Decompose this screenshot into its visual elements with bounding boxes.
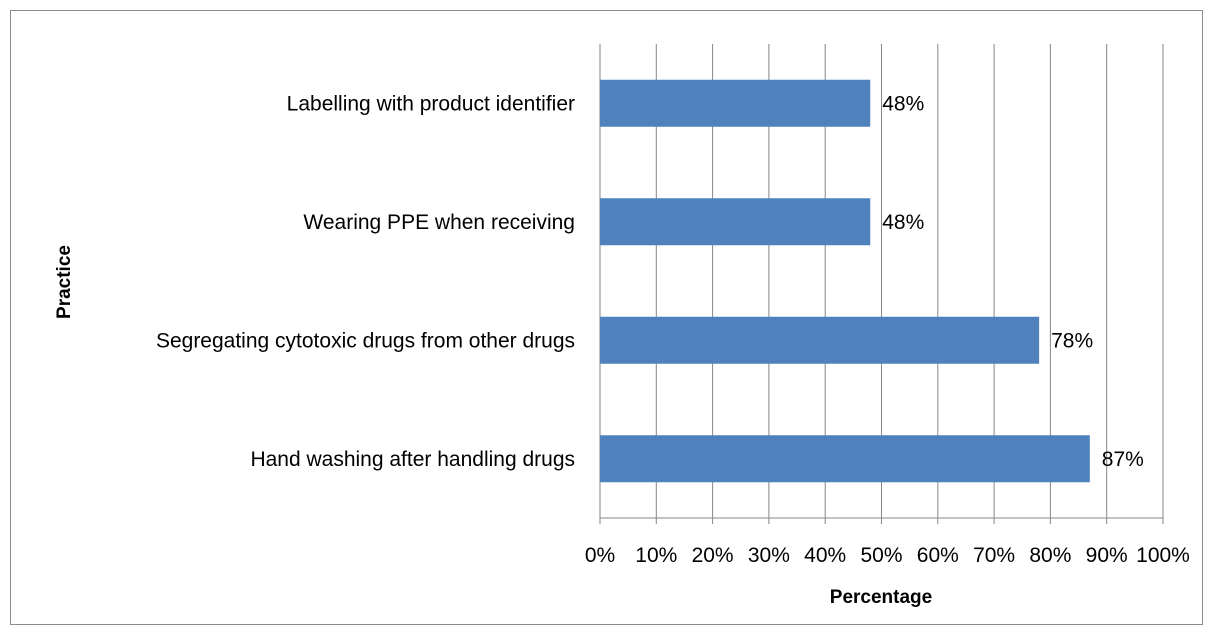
x-tick-label: 30% xyxy=(748,544,790,567)
x-tick-label: 10% xyxy=(635,544,677,567)
data-labels: 48% 48% 78% 87% xyxy=(882,92,1144,471)
y-axis-title: Practice xyxy=(54,245,75,319)
x-tick-label: 80% xyxy=(1029,544,1071,567)
x-tick-label: 50% xyxy=(860,544,902,567)
data-label: 78% xyxy=(1051,329,1093,352)
data-label: 48% xyxy=(882,92,924,115)
category-labels: Labelling with product identifier Wearing… xyxy=(156,92,575,471)
data-label: 48% xyxy=(882,211,924,234)
category-label: Segregating cytotoxic drugs from other d… xyxy=(156,329,575,352)
axis xyxy=(599,517,1164,524)
category-label: Hand washing after handling drugs xyxy=(250,448,575,471)
bars xyxy=(600,79,1090,483)
tick-labels: 0% 10% 20% 30% 40% 50% 60% 70% 80% 90% 100% xyxy=(585,544,1190,567)
bar xyxy=(600,435,1090,483)
x-tick-label: 100% xyxy=(1136,544,1190,567)
x-tick-label: 20% xyxy=(692,544,734,567)
category-label: Wearing PPE when receiving xyxy=(303,211,575,234)
x-tick-label: 60% xyxy=(917,544,959,567)
data-label: 87% xyxy=(1102,448,1144,471)
x-axis-title: Percentage xyxy=(830,587,932,608)
x-tick-label: 90% xyxy=(1086,544,1128,567)
x-tick-label: 70% xyxy=(973,544,1015,567)
x-tick-label: 40% xyxy=(804,544,846,567)
bar xyxy=(600,198,871,246)
bar xyxy=(600,79,871,127)
x-tick-label: 0% xyxy=(585,544,615,567)
bar xyxy=(600,316,1040,364)
category-label: Labelling with product identifier xyxy=(287,92,575,115)
